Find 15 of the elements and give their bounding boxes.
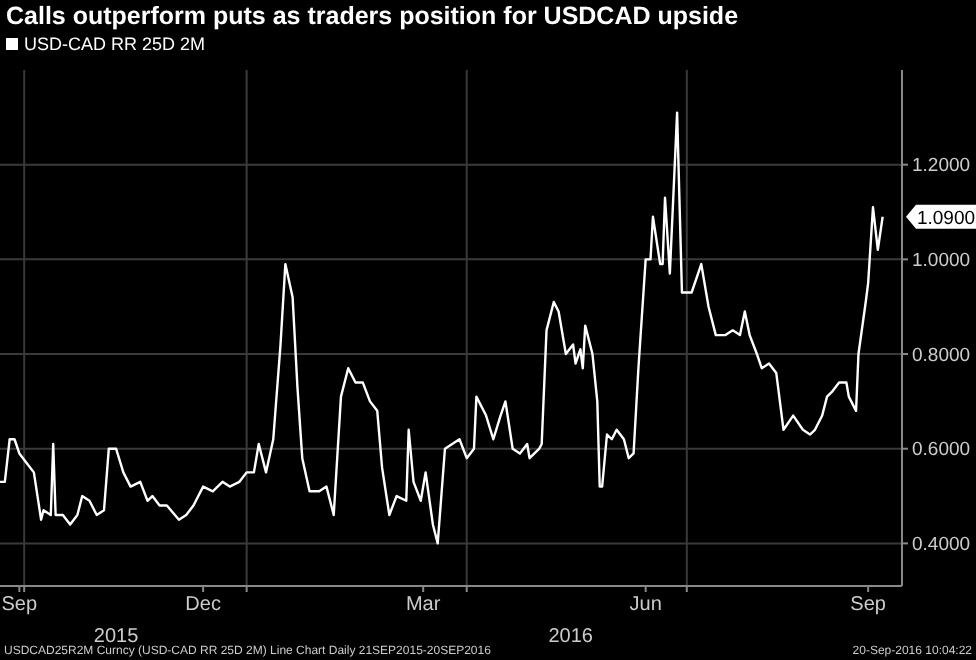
x-tick-label: Dec [185,594,221,617]
chart-title: Calls outperform puts as traders position for USDCAD upside [6,2,739,30]
legend-label: USD-CAD RR 25D 2M [24,34,206,54]
y-tick-label: 1.2000 [912,155,971,178]
line-series [0,111,884,545]
x-tick-label: Sep [850,594,887,617]
y-tick-label: 0.8000 [912,344,971,367]
x-tick-label: Mar [405,594,442,617]
annotation: 1.0900 [916,207,976,230]
x-tick-label: Sep [1,594,39,617]
y-tick-label: 1.0000 [912,250,971,273]
y-tick-label: 0.4000 [912,534,971,557]
x-tick-label: Jun [629,594,662,617]
x2-tick-label: 2016 [548,626,594,649]
y-tick-label: 0.6000 [912,439,971,462]
